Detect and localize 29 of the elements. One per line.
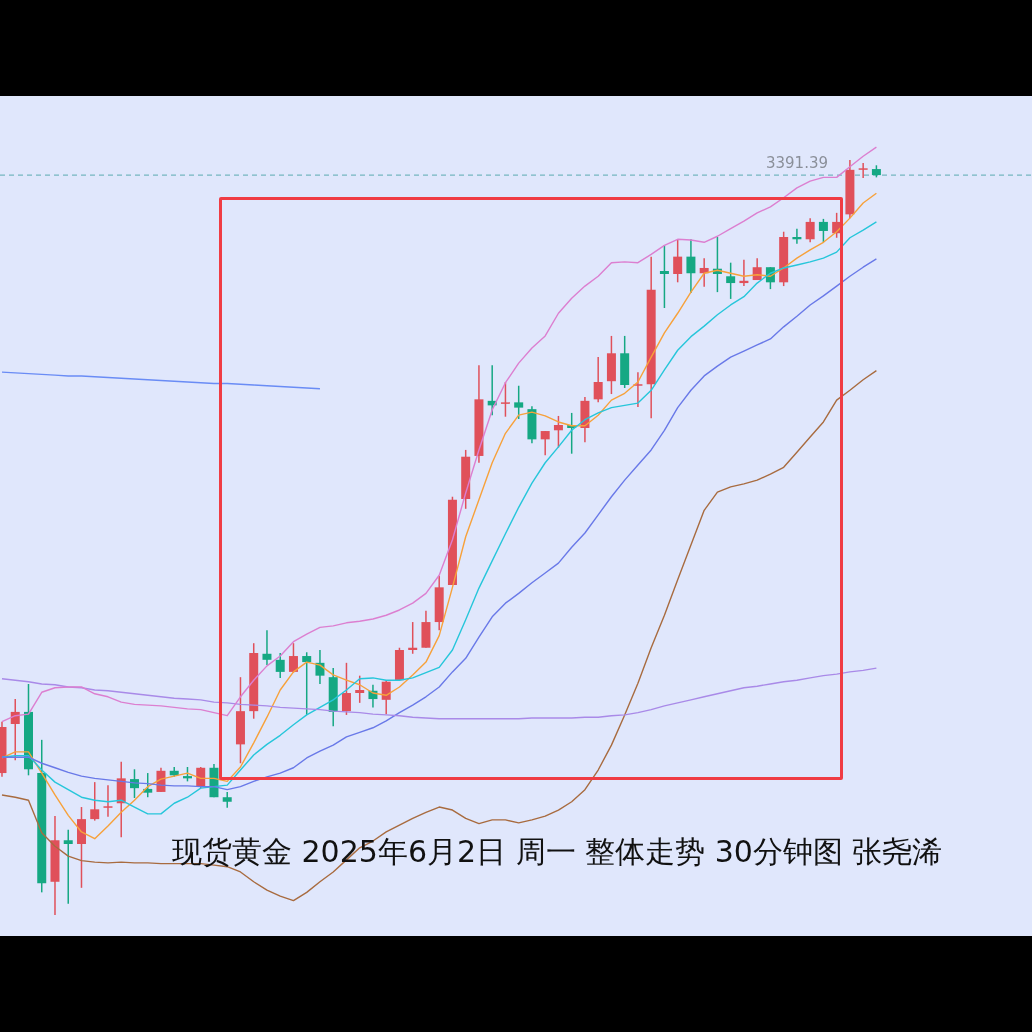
- candlestick: [90, 781, 100, 822]
- candlestick: [288, 642, 298, 674]
- candlestick: [355, 674, 365, 704]
- candlestick: [222, 791, 232, 809]
- candlestick: [593, 356, 603, 404]
- candlestick: [805, 217, 815, 244]
- candlestick: [726, 261, 736, 300]
- candlestick: [659, 244, 669, 309]
- candlestick: [739, 258, 749, 287]
- candlestick: [408, 621, 418, 655]
- candlestick: [103, 784, 113, 818]
- candlestick: [540, 430, 550, 456]
- candlestick: [302, 651, 312, 716]
- candlestick: [686, 238, 696, 294]
- candlestick: [262, 629, 272, 666]
- candlestick: [633, 371, 643, 408]
- candlestick: [553, 415, 563, 449]
- candlestick: [818, 218, 828, 244]
- candlestick: [341, 662, 351, 716]
- candlestick: [275, 652, 285, 679]
- candlestick: [858, 162, 868, 179]
- candlestick: [381, 679, 391, 715]
- candlestick: [792, 227, 802, 245]
- candlestick: [63, 828, 73, 905]
- candlestick: [673, 238, 683, 284]
- candlestick: [143, 772, 153, 798]
- candlestick: [500, 381, 510, 418]
- annotation: 3391.39: [765, 154, 828, 173]
- candlestick: [514, 385, 524, 420]
